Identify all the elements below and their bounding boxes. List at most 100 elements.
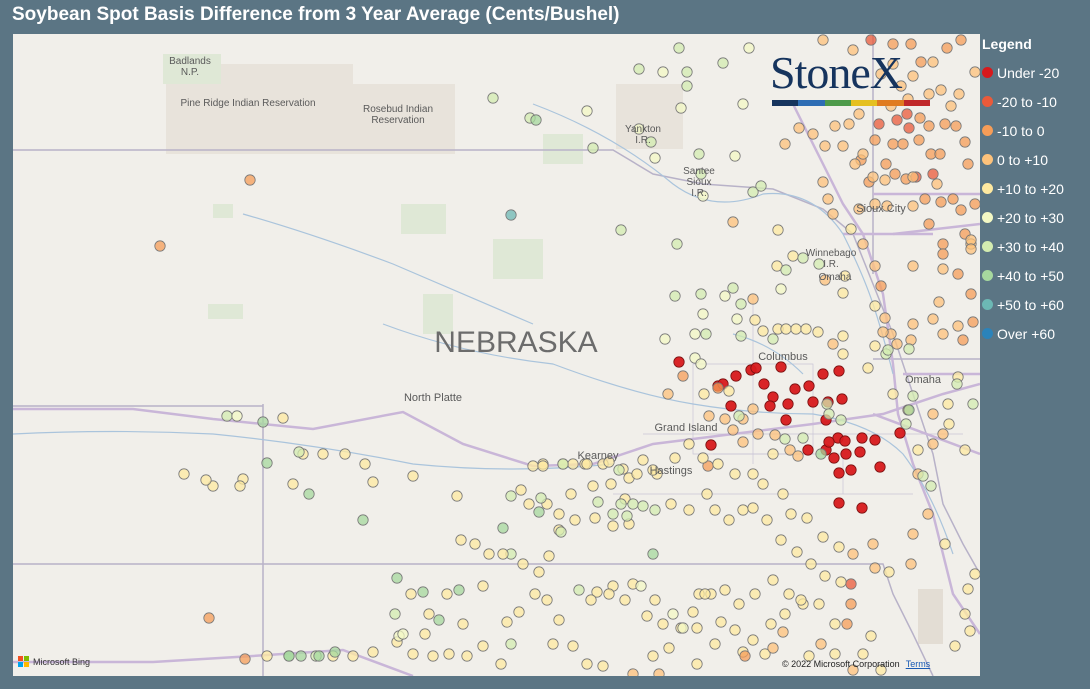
basis-marker[interactable] — [671, 238, 683, 250]
basis-marker[interactable] — [907, 390, 919, 402]
basis-marker[interactable] — [775, 361, 787, 373]
basis-marker[interactable] — [769, 429, 781, 441]
basis-marker[interactable] — [791, 546, 803, 558]
basis-marker[interactable] — [727, 282, 739, 294]
basis-marker[interactable] — [903, 343, 915, 355]
basis-marker[interactable] — [451, 490, 463, 502]
basis-marker[interactable] — [835, 576, 847, 588]
basis-marker[interactable] — [965, 243, 977, 255]
basis-marker[interactable] — [755, 180, 767, 192]
basis-marker[interactable] — [547, 638, 559, 650]
basis-marker[interactable] — [313, 650, 325, 662]
basis-marker[interactable] — [790, 323, 802, 335]
basis-marker[interactable] — [627, 668, 639, 676]
basis-marker[interactable] — [873, 118, 885, 130]
legend-item[interactable]: Over +60 — [982, 319, 1088, 348]
basis-marker[interactable] — [880, 158, 892, 170]
basis-marker[interactable] — [803, 380, 815, 392]
basis-marker[interactable] — [907, 200, 919, 212]
basis-marker[interactable] — [900, 418, 912, 430]
basis-marker[interactable] — [815, 448, 827, 460]
basis-marker[interactable] — [865, 34, 877, 46]
basis-marker[interactable] — [847, 664, 859, 676]
basis-marker[interactable] — [717, 57, 729, 69]
basis-marker[interactable] — [907, 70, 919, 82]
basis-marker[interactable] — [803, 650, 815, 662]
basis-marker[interactable] — [869, 134, 881, 146]
basis-marker[interactable] — [487, 92, 499, 104]
basis-marker[interactable] — [631, 468, 643, 480]
basis-marker[interactable] — [505, 209, 517, 221]
basis-marker[interactable] — [857, 238, 869, 250]
basis-marker[interactable] — [677, 370, 689, 382]
basis-marker[interactable] — [937, 428, 949, 440]
basis-marker[interactable] — [843, 118, 855, 130]
basis-marker[interactable] — [231, 410, 243, 422]
basis-marker[interactable] — [847, 548, 859, 560]
basis-marker[interactable] — [303, 488, 315, 500]
basis-marker[interactable] — [847, 44, 859, 56]
basis-marker[interactable] — [603, 588, 615, 600]
basis-marker[interactable] — [849, 158, 861, 170]
basis-marker[interactable] — [837, 330, 849, 342]
basis-marker[interactable] — [962, 158, 974, 170]
basis-marker[interactable] — [657, 618, 669, 630]
basis-marker[interactable] — [239, 653, 251, 665]
basis-marker[interactable] — [792, 450, 804, 462]
basis-marker[interactable] — [837, 348, 849, 360]
basis-marker[interactable] — [607, 520, 619, 532]
basis-marker[interactable] — [767, 574, 779, 586]
basis-marker[interactable] — [905, 38, 917, 50]
basis-marker[interactable] — [647, 650, 659, 662]
basis-marker[interactable] — [787, 250, 799, 262]
basis-marker[interactable] — [875, 68, 887, 80]
basis-marker[interactable] — [497, 548, 509, 560]
basis-marker[interactable] — [877, 326, 889, 338]
basis-marker[interactable] — [589, 512, 601, 524]
basis-marker[interactable] — [419, 628, 431, 640]
basis-marker[interactable] — [673, 42, 685, 54]
basis-marker[interactable] — [869, 198, 881, 210]
basis-marker[interactable] — [813, 258, 825, 270]
basis-marker[interactable] — [693, 148, 705, 160]
basis-marker[interactable] — [869, 340, 881, 352]
basis-marker[interactable] — [767, 448, 779, 460]
legend-item[interactable]: +50 to +60 — [982, 290, 1088, 319]
legend-item[interactable]: -10 to 0 — [982, 116, 1088, 145]
basis-marker[interactable] — [862, 362, 874, 374]
basis-marker[interactable] — [793, 122, 805, 134]
basis-marker[interactable] — [647, 548, 659, 560]
basis-marker[interactable] — [667, 608, 679, 620]
basis-marker[interactable] — [517, 558, 529, 570]
basis-marker[interactable] — [613, 464, 625, 476]
basis-marker[interactable] — [925, 480, 937, 492]
basis-marker[interactable] — [695, 168, 707, 180]
basis-marker[interactable] — [673, 356, 685, 368]
basis-marker[interactable] — [750, 362, 762, 374]
basis-marker[interactable] — [737, 504, 749, 516]
basis-marker[interactable] — [555, 526, 567, 538]
basis-marker[interactable] — [739, 650, 751, 662]
basis-marker[interactable] — [261, 650, 273, 662]
basis-marker[interactable] — [389, 608, 401, 620]
basis-marker[interactable] — [317, 448, 329, 460]
basis-marker[interactable] — [733, 598, 745, 610]
basis-marker[interactable] — [154, 240, 166, 252]
basis-marker[interactable] — [764, 400, 776, 412]
basis-marker[interactable] — [677, 622, 689, 634]
basis-marker[interactable] — [856, 432, 868, 444]
basis-marker[interactable] — [683, 438, 695, 450]
basis-marker[interactable] — [761, 514, 773, 526]
basis-marker[interactable] — [719, 290, 731, 302]
basis-marker[interactable] — [905, 558, 917, 570]
basis-marker[interactable] — [867, 538, 879, 550]
basis-marker[interactable] — [945, 100, 957, 112]
basis-marker[interactable] — [833, 541, 845, 553]
basis-marker[interactable] — [950, 120, 962, 132]
basis-marker[interactable] — [817, 531, 829, 543]
basis-marker[interactable] — [234, 480, 246, 492]
basis-marker[interactable] — [633, 63, 645, 75]
basis-marker[interactable] — [914, 112, 926, 124]
basis-marker[interactable] — [455, 534, 467, 546]
basis-marker[interactable] — [585, 594, 597, 606]
